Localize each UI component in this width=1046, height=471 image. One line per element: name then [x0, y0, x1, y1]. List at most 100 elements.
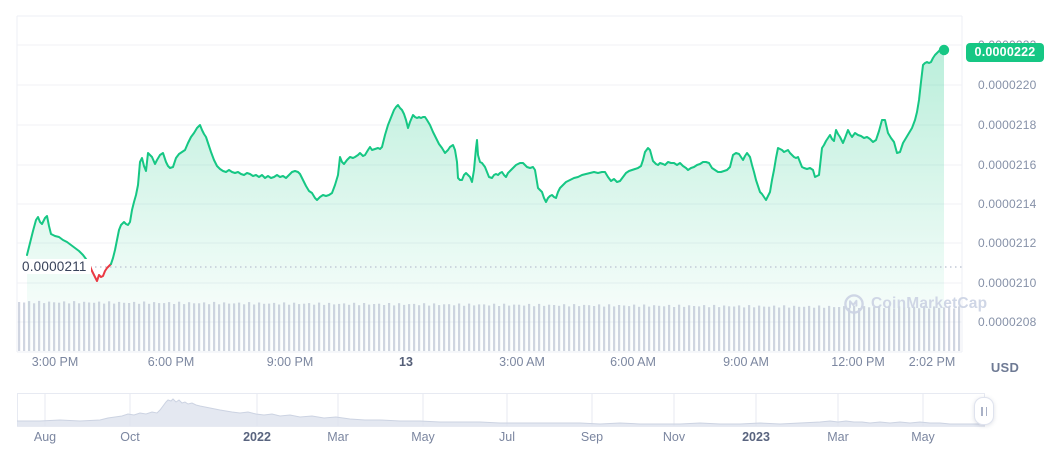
- volume-bar: [553, 305, 556, 351]
- y-axis-tick: 0.0000218: [978, 118, 1037, 132]
- volume-bar: [903, 307, 906, 351]
- volume-bar: [353, 302, 356, 351]
- volume-bar: [338, 303, 341, 351]
- volume-bar: [23, 302, 26, 351]
- volume-bar: [463, 305, 466, 351]
- volume-bar: [888, 305, 891, 351]
- timeline-month-label: Aug: [33, 430, 57, 444]
- volume-bar: [248, 302, 251, 351]
- timeline-month-label: 2022: [243, 430, 271, 444]
- volume-bar: [88, 302, 91, 351]
- volume-bar: [853, 305, 856, 351]
- volume-bar: [113, 303, 116, 351]
- volume-bar: [843, 306, 846, 351]
- volume-bar: [578, 306, 581, 351]
- timeline-area: [17, 399, 985, 426]
- volume-bar: [298, 304, 301, 351]
- volume-bar: [583, 304, 586, 351]
- volume-bar: [738, 305, 741, 351]
- volume-bar: [878, 306, 881, 351]
- volume-bar: [693, 306, 696, 351]
- volume-bar: [658, 305, 661, 351]
- volume-bar: [448, 304, 451, 351]
- volume-bar: [598, 304, 601, 351]
- volume-bar: [413, 303, 416, 351]
- volume-bar: [253, 304, 256, 351]
- volume-bar: [713, 304, 716, 351]
- x-axis-tick: 6:00 AM: [610, 355, 656, 369]
- volume-bar: [468, 303, 471, 351]
- volume-bar: [348, 304, 351, 351]
- volume-bar: [623, 305, 626, 351]
- volume-bar: [158, 303, 161, 351]
- price-line-down: [87, 261, 112, 282]
- volume-bar: [568, 306, 571, 351]
- volume-bar: [818, 305, 821, 351]
- volume-bar: [283, 302, 286, 351]
- volume-bar: [628, 306, 631, 351]
- volume-bar: [503, 303, 506, 351]
- volume-bar: [863, 306, 866, 351]
- volume-bar: [558, 305, 561, 351]
- volume-bar: [708, 307, 711, 351]
- currency-label: USD: [990, 360, 1020, 375]
- volume-bar: [698, 306, 701, 351]
- timeline-range-handle[interactable]: [974, 397, 994, 425]
- volume-bars: [18, 300, 961, 351]
- volume-bar: [198, 303, 201, 351]
- volume-bar: [258, 302, 261, 351]
- volume-bar: [563, 304, 566, 351]
- volume-bar: [913, 306, 916, 351]
- volume-bar: [928, 308, 931, 351]
- volume-bar: [778, 307, 781, 351]
- volume-bar: [723, 305, 726, 351]
- volume-bar: [318, 302, 321, 351]
- volume-bar: [363, 303, 366, 351]
- volume-bar: [428, 305, 431, 351]
- volume-bar: [63, 301, 66, 351]
- volume-bar: [153, 302, 156, 351]
- volume-bar: [78, 303, 81, 351]
- volume-bar: [203, 302, 206, 351]
- volume-bar: [183, 304, 186, 351]
- current-price-badge: 0.0000222: [966, 43, 1044, 62]
- volume-bar: [218, 304, 221, 351]
- volume-bar: [123, 302, 126, 351]
- volume-bar: [758, 305, 761, 351]
- timeline-area-line: [17, 398, 983, 425]
- volume-bar: [533, 306, 536, 351]
- volume-bar: [938, 307, 941, 351]
- volume-bar: [213, 301, 216, 351]
- handle-grip-icon: [981, 406, 983, 416]
- volume-bar: [93, 302, 96, 351]
- volume-bar: [393, 305, 396, 351]
- volume-bar: [828, 305, 831, 351]
- volume-bar: [28, 301, 31, 351]
- volume-bar: [308, 303, 311, 351]
- volume-bar: [403, 304, 406, 351]
- volume-bar: [18, 302, 21, 351]
- volume-bar: [948, 306, 951, 351]
- volume-bar: [803, 306, 806, 351]
- volume-bar: [53, 302, 56, 351]
- timeline-month-label: May: [411, 430, 435, 444]
- volume-bar: [528, 303, 531, 351]
- volume-bar: [638, 306, 641, 351]
- volume-bar: [543, 305, 546, 351]
- volume-bar: [278, 304, 281, 351]
- x-axis-tick: 12:00 PM: [831, 355, 885, 369]
- volume-bar: [243, 304, 246, 351]
- y-axis-tick: 0.0000208: [978, 315, 1037, 329]
- volume-bar: [838, 307, 841, 351]
- volume-bar: [513, 304, 516, 351]
- volume-bar: [763, 306, 766, 351]
- volume-bar: [343, 303, 346, 351]
- volume-bar: [383, 305, 386, 351]
- volume-bar: [443, 304, 446, 351]
- volume-bar: [848, 307, 851, 351]
- volume-bar: [188, 302, 191, 351]
- volume-bar: [103, 303, 106, 351]
- volume-bar: [143, 301, 146, 351]
- price-line-up: [110, 49, 945, 265]
